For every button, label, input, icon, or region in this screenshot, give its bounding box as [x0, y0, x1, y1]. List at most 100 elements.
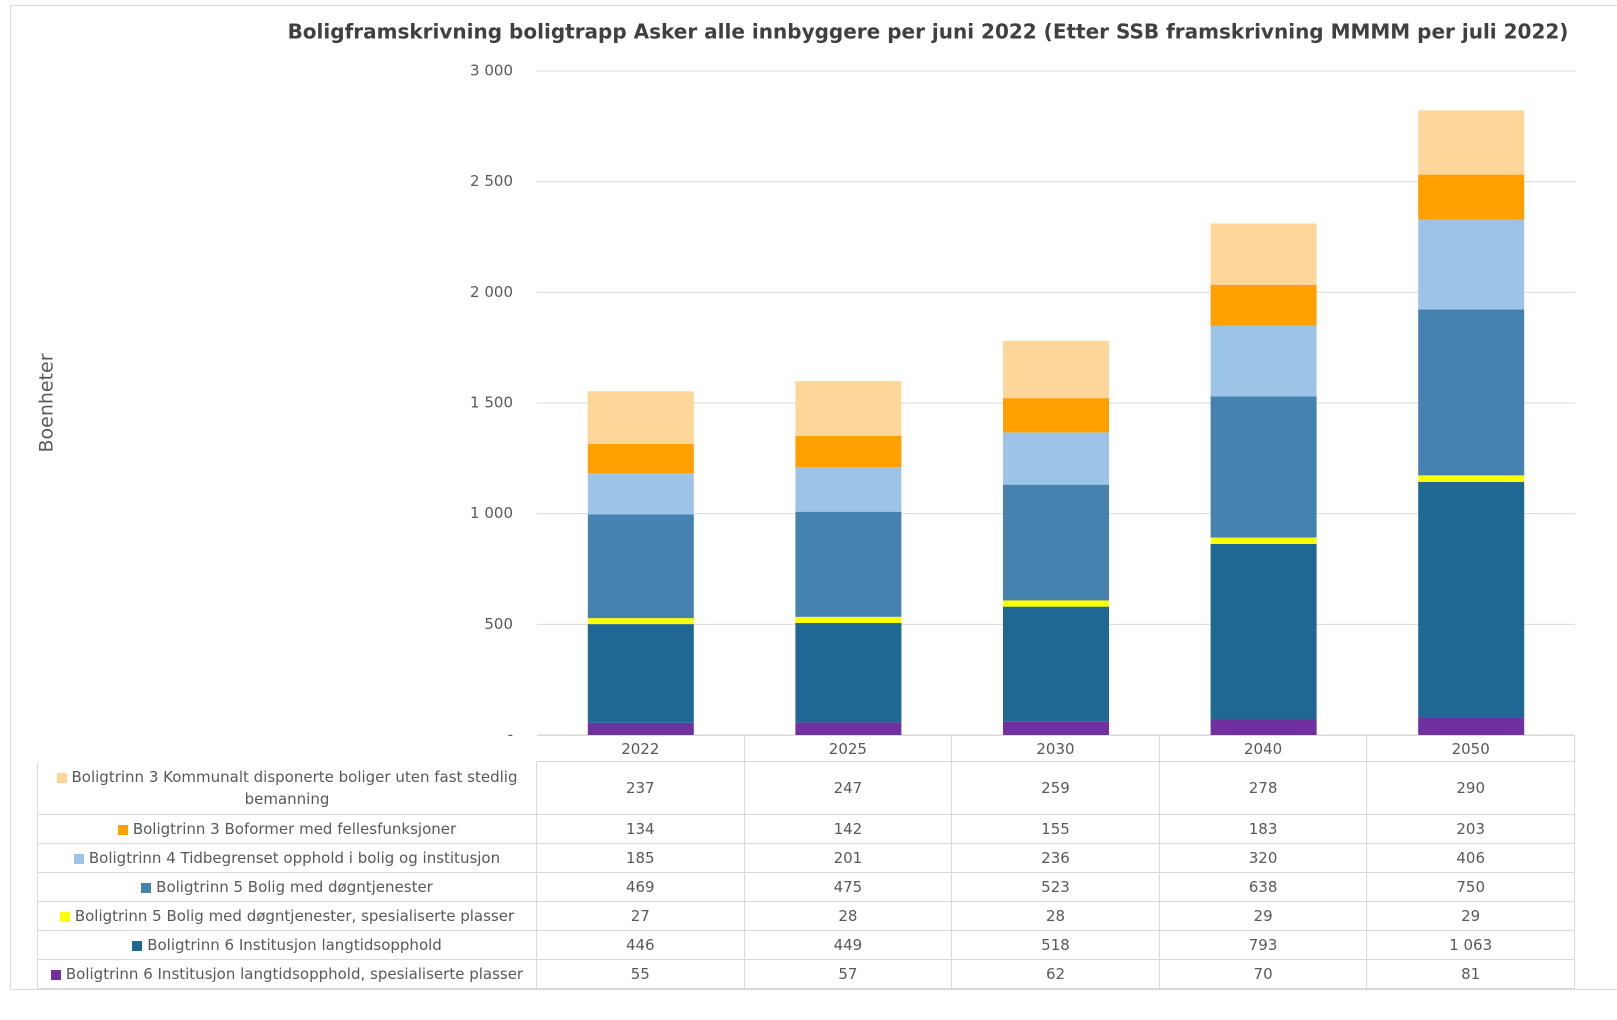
bar-segment: [1003, 432, 1109, 485]
bar-segment: [1003, 340, 1109, 399]
bar-segment: [795, 722, 902, 735]
bar-segment: [1003, 606, 1109, 722]
bar-segment: [587, 473, 694, 515]
y-tick-label: -: [508, 726, 513, 744]
legend-item: Boligtrinn 5 Bolig med døgntjenester, sp…: [59, 905, 515, 927]
legend-label: Boligtrinn 3 Kommunalt disponerte bolige…: [71, 768, 518, 808]
bar-segment: [1003, 721, 1109, 735]
legend-item: Boligtrinn 6 Institusjon langtidsopphold…: [50, 963, 524, 985]
y-tick-label: 2 500: [470, 172, 513, 190]
legend-item: Boligtrinn 6 Institusjon langtidsopphold: [132, 934, 442, 956]
bar-segment: [1210, 285, 1317, 326]
data-label: 29: [1367, 902, 1575, 931]
bar-segment: [795, 435, 902, 468]
data-label: 55: [537, 960, 745, 989]
bar-segment: [1418, 717, 1525, 735]
legend-swatch: [73, 853, 84, 864]
y-tick-label: 2 000: [470, 283, 513, 301]
legend-label: Boligtrinn 6 Institusjon langtidsopphold: [147, 936, 442, 954]
data-label: 27: [537, 902, 745, 931]
bar-segment: [795, 467, 902, 512]
data-label: 155: [952, 815, 1160, 844]
legend-swatch: [132, 940, 143, 951]
data-label: 523: [952, 873, 1160, 902]
frame: [10, 5, 1617, 990]
legend-item: Boligtrinn 3 Boformer med fellesfunksjon…: [117, 818, 457, 840]
bar-segment: [1210, 223, 1317, 286]
data-label: 62: [952, 960, 1160, 989]
data-label: 57: [744, 960, 953, 989]
legend-entry: Boligtrinn 6 Institusjon langtidsopphold…: [37, 960, 537, 989]
legend-swatch: [50, 969, 61, 980]
bar-segment: [587, 624, 694, 723]
x-tick-label: 2030: [952, 735, 1160, 762]
data-label: 203: [1367, 815, 1575, 844]
data-label: 446: [537, 931, 745, 960]
data-label: 183: [1159, 815, 1368, 844]
data-label: 247: [744, 762, 953, 815]
bar-segment: [1210, 537, 1317, 544]
legend-swatch: [56, 772, 67, 783]
data-label: 81: [1367, 960, 1575, 989]
legend-entry: Boligtrinn 5 Bolig med døgntjenester, sp…: [37, 902, 537, 931]
chart-title: Boligframskrivning boligtrapp Asker alle…: [288, 20, 1569, 44]
data-label: 1 063: [1367, 931, 1575, 960]
bar-segment: [1003, 600, 1109, 607]
data-label: 134: [537, 815, 745, 844]
y-tick-label: 1 500: [470, 394, 513, 412]
y-tick-label: 1 000: [470, 504, 513, 522]
legend-item: Boligtrinn 3 Kommunalt disponerte bolige…: [42, 766, 532, 810]
legend-label: Boligtrinn 3 Boformer med fellesfunksjon…: [132, 820, 457, 838]
data-label: 28: [952, 902, 1160, 931]
legend-entry: Boligtrinn 6 Institusjon langtidsopphold: [37, 931, 537, 960]
bar-segment: [1210, 719, 1317, 735]
x-tick-label: 2050: [1367, 735, 1575, 762]
data-label: 793: [1159, 931, 1368, 960]
data-label: 475: [744, 873, 953, 902]
legend-label: Boligtrinn 4 Tidbegrenset opphold i boli…: [88, 849, 501, 867]
bar-segment: [1418, 219, 1525, 310]
legend-swatch: [141, 882, 152, 893]
bar-segment: [1418, 110, 1525, 175]
bar-segment: [1210, 396, 1317, 538]
bar-segment: [587, 443, 694, 474]
data-label: 237: [537, 762, 745, 815]
legend-swatch: [117, 824, 128, 835]
data-label: 469: [537, 873, 745, 902]
legend-swatch: [59, 911, 70, 922]
legend-entry: Boligtrinn 4 Tidbegrenset opphold i boli…: [37, 844, 537, 873]
legend-entry: Boligtrinn 5 Bolig med døgntjenester: [37, 873, 537, 902]
data-label: 259: [952, 762, 1160, 815]
bar-segment: [795, 511, 902, 617]
bar-segment: [587, 514, 694, 619]
bar-segment: [587, 722, 694, 735]
bar-segment: [587, 391, 694, 444]
data-label: 185: [537, 844, 745, 873]
data-label: 142: [744, 815, 953, 844]
bar-segment: [1003, 484, 1109, 601]
data-label: 28: [744, 902, 953, 931]
x-tick-label: 2022: [537, 735, 745, 762]
bar-segment: [795, 616, 902, 624]
y-axis-label: Boenheter: [36, 353, 58, 452]
legend-label: Boligtrinn 6 Institusjon langtidsopphold…: [65, 965, 524, 983]
bar-segment: [1418, 481, 1525, 718]
legend-item: Boligtrinn 4 Tidbegrenset opphold i boli…: [73, 847, 501, 869]
bar-segment: [1210, 325, 1317, 397]
legend-entry: Boligtrinn 3 Boformer med fellesfunksjon…: [37, 815, 537, 844]
bar-segment: [1210, 543, 1317, 720]
bar-segment: [795, 623, 902, 723]
legend-label: Boligtrinn 5 Bolig med døgntjenester, sp…: [74, 907, 515, 925]
legend-label: Boligtrinn 5 Bolig med døgntjenester: [156, 878, 433, 896]
bar-segment: [1003, 398, 1109, 433]
data-label: 236: [952, 844, 1160, 873]
data-label: 29: [1159, 902, 1368, 931]
data-label: 70: [1159, 960, 1368, 989]
bar-segment: [1418, 475, 1525, 482]
data-label: 201: [744, 844, 953, 873]
data-label: 278: [1159, 762, 1368, 815]
data-label: 518: [952, 931, 1160, 960]
data-label: 750: [1367, 873, 1575, 902]
